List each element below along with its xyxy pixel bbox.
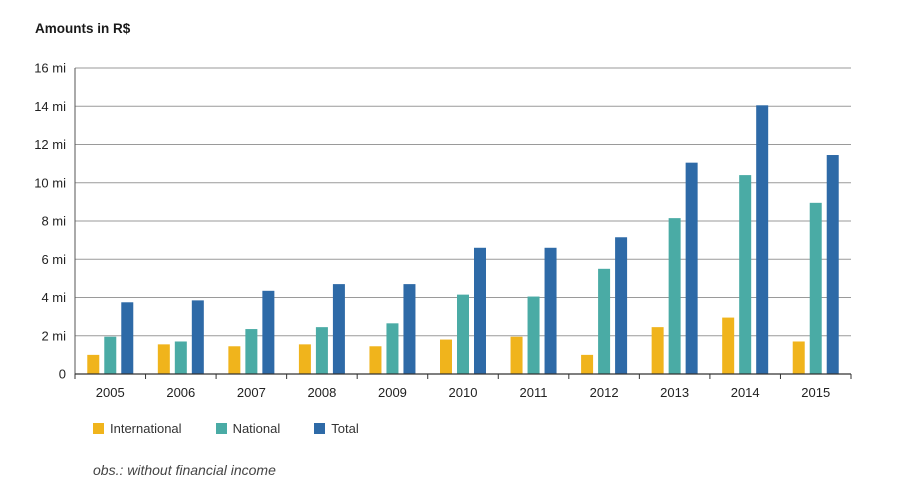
x-tick-label: 2008 xyxy=(307,385,336,400)
x-tick-label: 2007 xyxy=(237,385,266,400)
bar-national-2011 xyxy=(527,296,540,374)
bar-total-2010 xyxy=(474,247,486,374)
y-tick-label: 14 mi xyxy=(34,99,66,114)
y-tick-label: 12 mi xyxy=(34,137,66,152)
legend-swatch-total xyxy=(314,423,326,434)
bar-international-2006 xyxy=(157,344,170,374)
bar-total-2015 xyxy=(826,155,839,374)
legend-swatch-international xyxy=(93,423,104,434)
bars xyxy=(87,105,839,374)
bar-total-2005 xyxy=(121,302,134,374)
legend-item-national: National xyxy=(215,421,281,436)
bar-national-2013 xyxy=(668,218,681,374)
bar-national-2010 xyxy=(457,294,469,374)
bar-total-2014 xyxy=(756,105,769,374)
bar-international-2013 xyxy=(651,327,664,374)
bar-national-2009 xyxy=(386,323,399,374)
y-tick-label: 8 mi xyxy=(41,214,66,229)
x-tick-label: 2014 xyxy=(731,385,760,400)
x-tick-label: 2009 xyxy=(378,385,407,400)
units-label: Amounts in R$ xyxy=(35,21,131,36)
bar-international-2008 xyxy=(298,344,311,374)
bar-international-2009 xyxy=(369,346,382,374)
legend-item-total: Total xyxy=(314,421,359,436)
x-tick-label: 2015 xyxy=(801,385,830,400)
x-tick-label: 2006 xyxy=(166,385,195,400)
legend-swatch-national xyxy=(215,423,227,434)
y-tick-label: 6 mi xyxy=(41,252,66,267)
footnote: obs.: without financial income xyxy=(93,462,276,478)
bar-total-2007 xyxy=(262,290,275,374)
bar-international-2015 xyxy=(792,341,805,374)
bar-national-2006 xyxy=(174,341,187,374)
x-tick-label: 2011 xyxy=(520,385,548,400)
bar-total-2006 xyxy=(191,300,204,374)
bar-total-2012 xyxy=(615,237,628,374)
legend: International National Total xyxy=(93,421,393,436)
bar-international-2010 xyxy=(440,339,452,374)
x-tick-label: 2005 xyxy=(96,385,125,400)
bar-national-2015 xyxy=(809,202,822,374)
x-axis: 2005 2006 2007 2008 2009 2010 2011 2012 2013 2014… xyxy=(74,373,852,400)
y-tick-label: 10 mi xyxy=(34,175,66,190)
bar-national-2014 xyxy=(739,175,752,374)
bar-total-2009 xyxy=(403,284,416,374)
bar-national-2007 xyxy=(245,329,258,374)
bar-international-2014 xyxy=(722,317,735,374)
legend-item-international: International xyxy=(93,421,182,436)
bar-international-2007 xyxy=(228,346,241,374)
legend-label-international: International xyxy=(110,421,182,436)
bar-total-2008 xyxy=(332,284,345,374)
bar-international-2011 xyxy=(510,336,523,374)
y-tick-label: 16 mi xyxy=(34,61,66,76)
bar-chart: 0 2 mi 4 mi 6 mi 8 mi 10 mi 12 mi 14 mi 16 mi 20… xyxy=(34,61,852,400)
bar-national-2012 xyxy=(598,268,611,374)
legend-label-total: Total xyxy=(331,421,359,436)
y-tick-label: 2 mi xyxy=(41,328,66,343)
y-tick-label: 4 mi xyxy=(41,290,66,305)
bar-national-2005 xyxy=(104,336,117,374)
bar-international-2005 xyxy=(87,354,100,374)
bar-international-2012 xyxy=(581,354,594,374)
legend-label-national: National xyxy=(232,421,281,436)
x-tick-label: 2010 xyxy=(449,385,478,400)
y-tick-label: 0 xyxy=(59,367,66,382)
x-tick-label: 2012 xyxy=(590,385,619,400)
x-tick-label: 2013 xyxy=(660,385,689,400)
y-axis: 0 2 mi 4 mi 6 mi 8 mi 10 mi 12 mi 14 mi 16 mi xyxy=(34,61,76,382)
bar-national-2008 xyxy=(315,327,328,374)
bar-total-2013 xyxy=(685,162,698,374)
bar-total-2011 xyxy=(544,247,557,374)
